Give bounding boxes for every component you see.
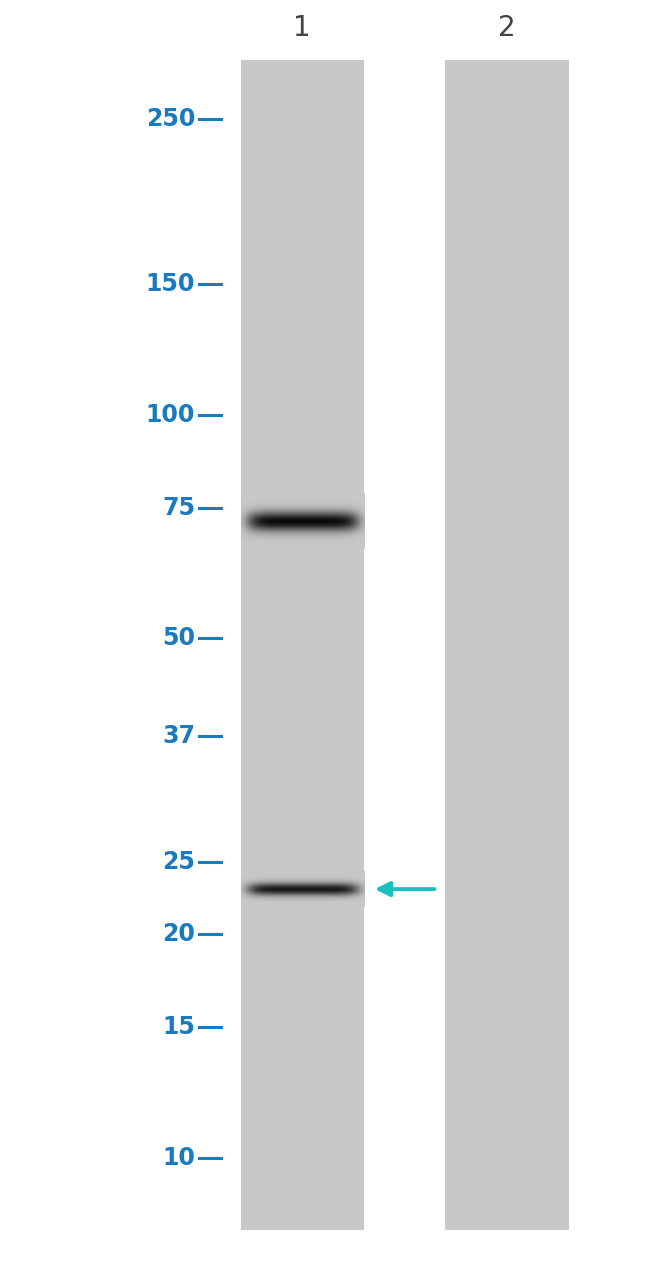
Text: 100: 100 — [146, 403, 195, 427]
Text: 250: 250 — [146, 107, 195, 131]
Bar — [240, 60, 364, 1231]
Text: 75: 75 — [162, 495, 195, 519]
Text: 15: 15 — [162, 1015, 195, 1039]
Text: 150: 150 — [146, 272, 195, 296]
Text: 10: 10 — [162, 1146, 195, 1170]
Text: 1: 1 — [293, 14, 311, 42]
Text: 25: 25 — [162, 850, 195, 874]
Text: 2: 2 — [498, 14, 516, 42]
Bar — [445, 60, 569, 1231]
Text: 37: 37 — [162, 724, 195, 748]
Text: 20: 20 — [162, 922, 195, 946]
Text: 50: 50 — [162, 626, 195, 650]
